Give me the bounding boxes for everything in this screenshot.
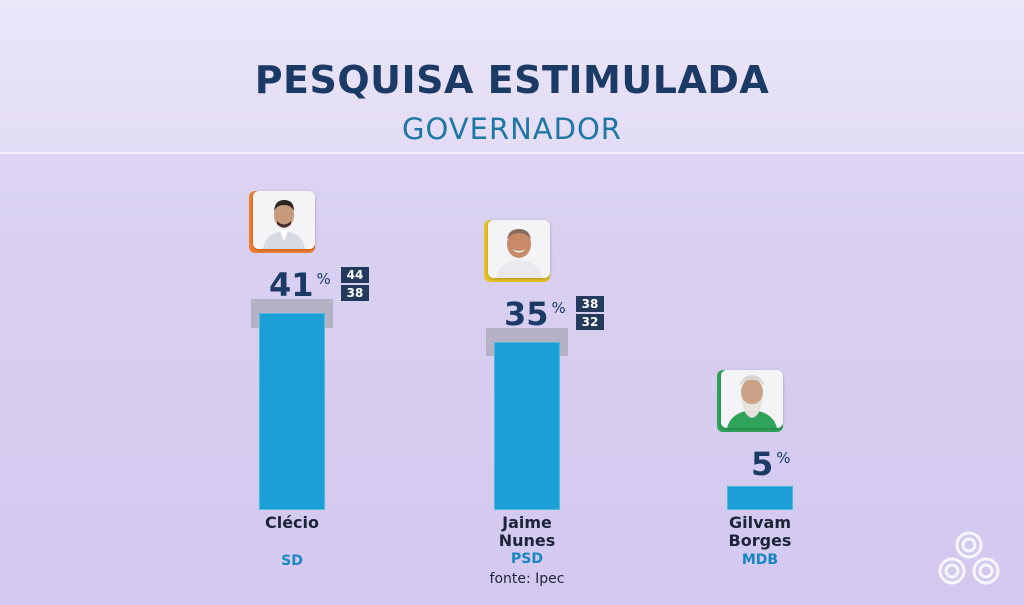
candidate-name-jaime: Jaime Nunes: [467, 514, 587, 550]
candidate-portrait-icon: [721, 370, 783, 428]
broadcaster-logo-icon: [938, 531, 1000, 585]
candidate-name-gilvam: Gilvam Borges: [700, 514, 820, 550]
candidate-name-clecio: Clécio: [232, 514, 352, 532]
candidate-portrait-icon: [488, 219, 550, 278]
name-line: Borges: [728, 531, 792, 550]
name-line: Gilvam: [729, 513, 791, 532]
header-band: [0, 0, 1024, 154]
photo-gilvam-borges: [717, 370, 783, 432]
party-clecio: SD: [281, 553, 303, 569]
name-line: Nunes: [498, 531, 556, 550]
chart-title: PESQUISA ESTIMULADA: [254, 58, 770, 102]
range-high-clecio: 44: [341, 266, 369, 283]
party-jaime: PSD: [511, 551, 543, 567]
range-low-jaime: 32: [576, 313, 604, 330]
photo-jaime-nunes: [484, 219, 550, 282]
photo-clecio: [249, 190, 315, 253]
party-gilvam: MDB: [741, 552, 779, 568]
candidate-portrait-icon: [253, 190, 315, 249]
value-label-jaime: 35%: [504, 294, 566, 333]
name-line: Jaime: [502, 513, 552, 532]
source-note: fonte: Ipec: [489, 571, 565, 587]
bar-gilvam-borges: [727, 486, 793, 510]
value-label-gilvam: 5%: [751, 445, 791, 483]
chart-subtitle: GOVERNADOR: [402, 112, 622, 146]
range-low-clecio: 38: [341, 284, 369, 301]
bar-jaime-nunes: [494, 342, 560, 510]
value-label-clecio: 41%: [269, 265, 331, 304]
range-high-jaime: 38: [576, 295, 604, 312]
name-line: Clécio: [264, 513, 320, 532]
bar-clecio: [259, 313, 325, 510]
